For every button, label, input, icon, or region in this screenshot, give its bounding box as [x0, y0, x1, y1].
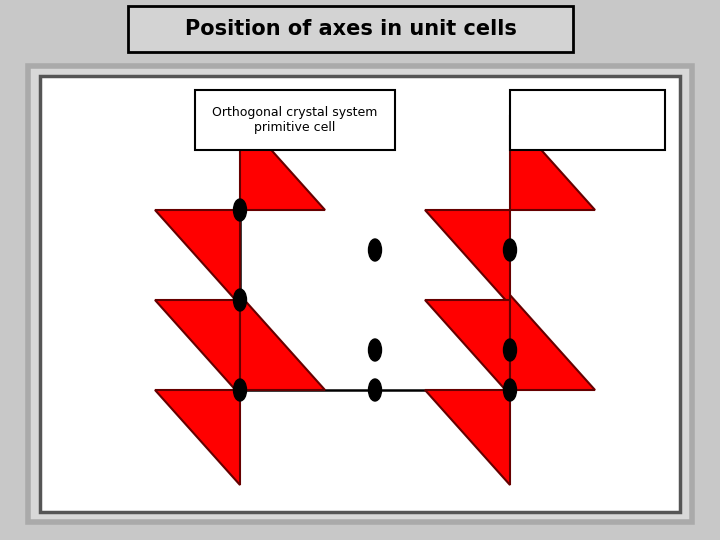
FancyBboxPatch shape	[28, 66, 692, 522]
Text: Position of axes in unit cells: Position of axes in unit cells	[184, 19, 516, 39]
Polygon shape	[155, 390, 240, 485]
Ellipse shape	[233, 379, 246, 401]
Ellipse shape	[233, 199, 246, 221]
Ellipse shape	[503, 239, 516, 261]
Polygon shape	[155, 300, 240, 395]
Polygon shape	[425, 210, 510, 305]
Text: Orthogonal crystal system
primitive cell: Orthogonal crystal system primitive cell	[212, 106, 378, 134]
FancyBboxPatch shape	[195, 90, 395, 150]
Polygon shape	[510, 115, 595, 210]
Polygon shape	[155, 210, 240, 305]
Ellipse shape	[503, 339, 516, 361]
FancyBboxPatch shape	[128, 6, 573, 52]
Polygon shape	[425, 390, 510, 485]
Polygon shape	[510, 295, 595, 390]
Ellipse shape	[503, 379, 516, 401]
Ellipse shape	[369, 379, 382, 401]
Polygon shape	[240, 115, 325, 210]
Ellipse shape	[369, 239, 382, 261]
Ellipse shape	[369, 339, 382, 361]
Ellipse shape	[233, 289, 246, 311]
FancyBboxPatch shape	[510, 90, 665, 150]
FancyBboxPatch shape	[40, 76, 680, 512]
Polygon shape	[425, 300, 510, 395]
Polygon shape	[240, 295, 325, 390]
